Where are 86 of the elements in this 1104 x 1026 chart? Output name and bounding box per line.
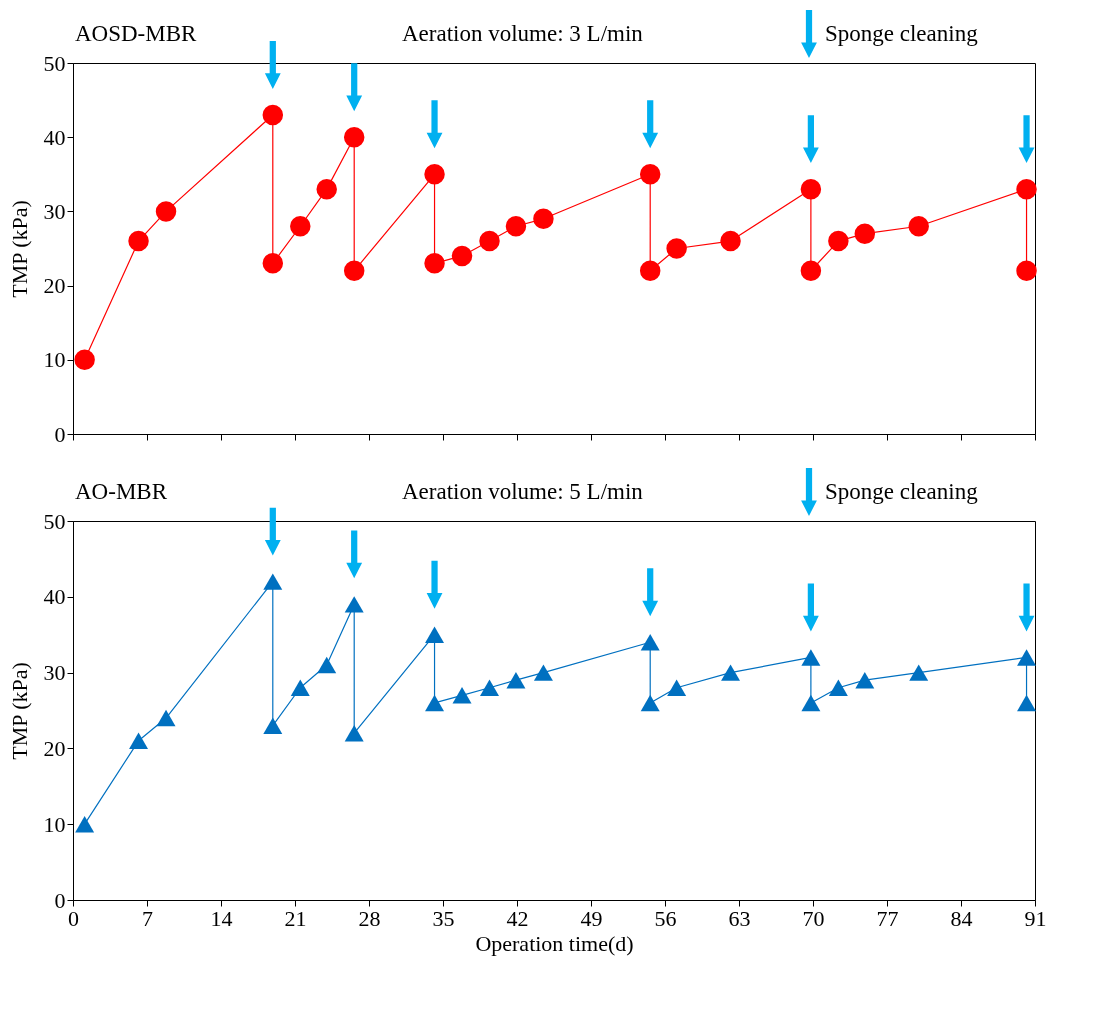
- x-tick-label: 56: [654, 905, 677, 931]
- point: [855, 671, 875, 689]
- point: [316, 178, 337, 200]
- y-axis-title: TMP (kPa): [6, 200, 32, 298]
- point: [479, 230, 500, 252]
- x-tick-label: 70: [802, 905, 825, 931]
- point: [263, 573, 283, 590]
- point: [128, 230, 149, 252]
- point: [828, 230, 849, 252]
- x-axis-title: Operation time(d): [475, 930, 634, 956]
- y-tick-label: 0: [54, 887, 66, 913]
- point: [506, 671, 526, 689]
- point: [828, 679, 848, 696]
- text: AO-MBR: [75, 479, 168, 504]
- point: [263, 717, 283, 734]
- point: [480, 679, 499, 696]
- point: [262, 104, 284, 126]
- y-tick-label: 50: [43, 508, 66, 534]
- text: Aeration volume: 3 L/min: [402, 21, 644, 46]
- point: [667, 679, 687, 696]
- y-tick-label: 20: [43, 735, 66, 761]
- point: [343, 260, 365, 281]
- point: [424, 164, 445, 185]
- point: [533, 208, 554, 230]
- point: [1016, 260, 1037, 281]
- y-tick-label: 30: [43, 198, 66, 224]
- point: [640, 694, 660, 712]
- point: [1017, 694, 1037, 712]
- point: [129, 732, 149, 750]
- text: Sponge cleaning: [825, 479, 979, 504]
- x-tick-label: 77: [876, 905, 899, 931]
- point: [640, 634, 660, 651]
- y-tick-label: 20: [43, 273, 66, 299]
- text: AOSD-MBR: [75, 21, 198, 46]
- point: [424, 253, 445, 274]
- y-tick-label: 50: [43, 50, 66, 76]
- y-tick-label: 10: [43, 347, 66, 373]
- point: [343, 126, 365, 148]
- point: [425, 694, 445, 712]
- point: [639, 164, 661, 185]
- x-tick-label: 49: [580, 905, 603, 931]
- x-tick-label: 63: [728, 905, 751, 931]
- text: Aeration volume: 5 L/min: [402, 479, 644, 504]
- point: [801, 694, 821, 712]
- point: [854, 223, 876, 244]
- point: [720, 230, 741, 252]
- y-tick-label: 40: [43, 584, 66, 610]
- point: [909, 664, 929, 681]
- x-tick-label: 91: [1024, 905, 1047, 931]
- point: [800, 260, 822, 281]
- y-tick-label: 40: [43, 124, 66, 150]
- x-tick-label: 35: [432, 905, 455, 931]
- point: [74, 349, 95, 371]
- point: [317, 656, 337, 674]
- point: [721, 664, 741, 681]
- point: [156, 709, 176, 727]
- point: [290, 679, 310, 696]
- point: [801, 649, 821, 666]
- point: [533, 664, 553, 681]
- y-tick-label: 10: [43, 811, 66, 837]
- y-axis-title: TMP (kPa): [6, 662, 32, 760]
- point: [425, 626, 445, 643]
- point: [1016, 178, 1037, 200]
- point: [75, 815, 95, 833]
- point: [452, 687, 472, 704]
- point: [344, 725, 364, 742]
- x-tick-label: 42: [506, 905, 529, 931]
- point: [639, 260, 661, 281]
- point: [451, 245, 473, 267]
- point: [344, 596, 364, 613]
- x-tick-label: 84: [950, 905, 973, 931]
- point: [262, 253, 284, 274]
- y-tick-label: 30: [43, 660, 66, 686]
- point: [1017, 649, 1037, 666]
- x-tick-label: 21: [284, 905, 307, 931]
- x-tick-label: 14: [210, 905, 233, 931]
- point: [666, 238, 687, 259]
- point: [800, 178, 822, 200]
- x-tick-label: 7: [142, 905, 153, 931]
- text: Sponge cleaning: [825, 21, 979, 46]
- y-tick-label: 0: [54, 421, 66, 447]
- x-tick-label: 28: [358, 905, 381, 931]
- point: [155, 201, 177, 222]
- point: [505, 216, 527, 237]
- point: [908, 216, 929, 237]
- point: [290, 216, 311, 237]
